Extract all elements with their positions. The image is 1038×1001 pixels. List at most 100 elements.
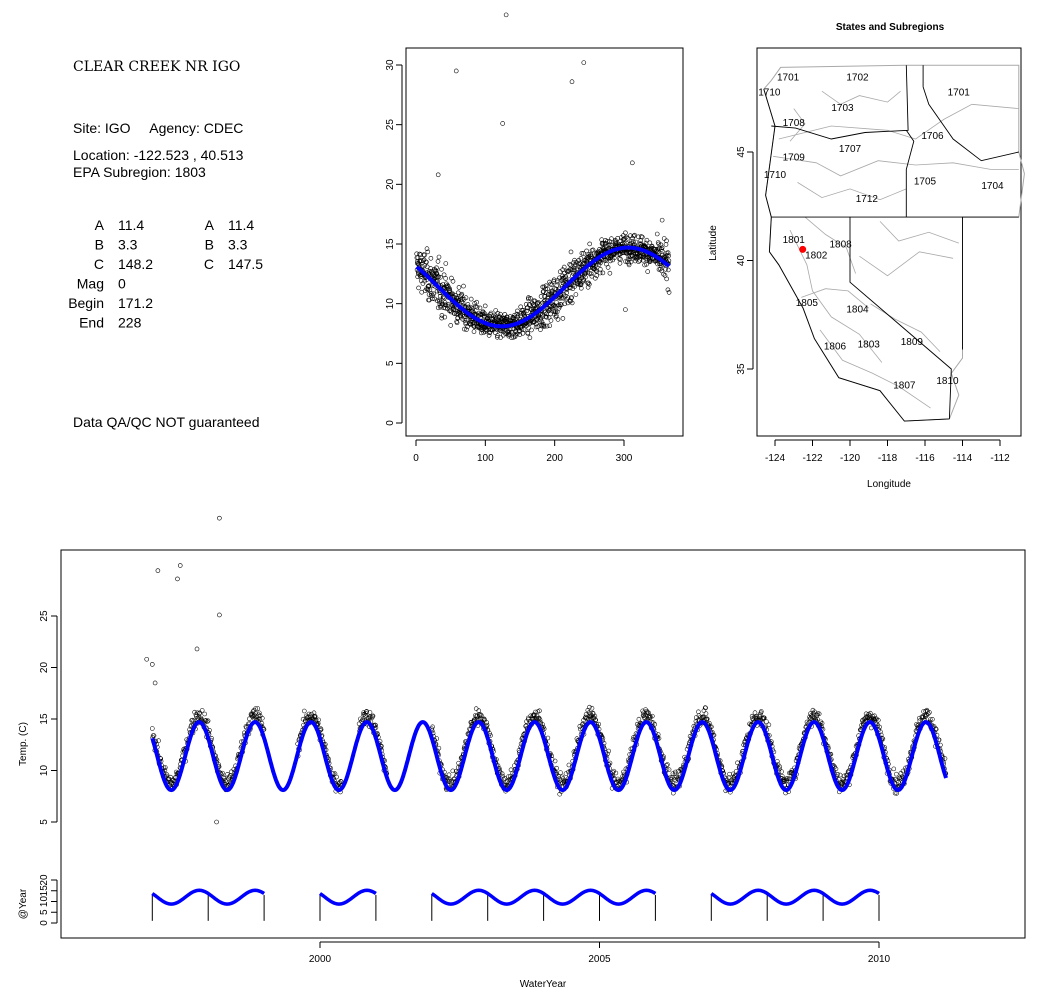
region-label: 1702 [846, 72, 869, 83]
seasonal-point [661, 271, 666, 277]
seasonal-point [434, 265, 439, 271]
subregion-boundary [773, 155, 1019, 177]
seasonal-y-tick-label: 15 [385, 238, 396, 250]
seasonal-outlier [581, 60, 587, 65]
seasonal-plot-frame [405, 47, 684, 437]
seasonal-point [590, 247, 596, 253]
ts-point [665, 762, 670, 767]
param-value: 171.2 [118, 295, 153, 311]
year-y-tick-label: 20 [39, 874, 50, 886]
ts-point [198, 715, 204, 721]
seasonal-point [419, 263, 425, 269]
seasonal-point [659, 268, 665, 274]
ts-point [370, 713, 376, 719]
station-name: CLEAR CREEK NR IGO [73, 59, 240, 75]
seasonal-point [525, 331, 531, 336]
ts-point [434, 736, 440, 741]
seasonal-point [471, 329, 477, 334]
ts-point [647, 713, 652, 719]
seasonal-point [623, 234, 629, 240]
seasonal-point [498, 335, 503, 340]
seasonal-point [547, 323, 553, 329]
ts-point [477, 713, 482, 718]
seasonal-point [594, 273, 600, 278]
seasonal-point [453, 293, 459, 298]
timeseries-xlabel: WaterYear [520, 979, 567, 990]
seasonal-point [655, 249, 661, 254]
ts-point [613, 770, 619, 776]
seasonal-point [611, 252, 617, 258]
region-label: 1710 [764, 170, 787, 181]
ts-point [316, 717, 321, 723]
seasonal-point [665, 267, 671, 273]
region-label: 1710 [758, 88, 781, 99]
seasonal-point [521, 311, 527, 317]
region-label: 1704 [981, 181, 1004, 192]
state-boundary [905, 130, 915, 218]
ts-outlier [144, 656, 150, 662]
seasonal-point [477, 305, 483, 311]
ts-outlier [217, 612, 222, 618]
seasonal-point [448, 323, 454, 328]
seasonal-point [656, 241, 662, 247]
seasonal-point [555, 317, 561, 322]
seasonal-y-tick-label: 20 [385, 178, 396, 190]
subregion-boundary [789, 229, 883, 363]
map-x-tick-label: -122 [802, 453, 822, 464]
ts-point [202, 718, 208, 724]
seasonal-point [621, 250, 627, 255]
seasonal-point [642, 262, 647, 268]
seasonal-point [430, 296, 435, 302]
region-label: 1705 [914, 177, 937, 188]
subregion-boundary [859, 251, 954, 277]
seasonal-point [427, 268, 432, 274]
ts-point [478, 712, 483, 717]
subregion-boundary [801, 288, 870, 309]
seasonal-point [558, 302, 564, 308]
seasonal-x-tick-label: 200 [546, 453, 563, 464]
seasonal-point [461, 283, 466, 289]
subregion-boundary [819, 329, 931, 409]
ts-x-tick-label: 2005 [588, 954, 611, 965]
seasonal-point [504, 314, 510, 320]
seasonal-point [533, 324, 539, 330]
seasonal-point [541, 324, 547, 329]
seasonal-point [545, 286, 550, 292]
seasonal-point [567, 285, 572, 290]
map-axes: -124 -122 -120 -118 -116 -114 -112 35 40 45 [736, 146, 1010, 464]
ts-outlier [155, 568, 161, 573]
seasonal-point [579, 251, 585, 256]
seasonal-point [588, 271, 594, 277]
seasonal-point [563, 274, 568, 279]
ts-outlier [177, 563, 183, 568]
seasonal-outlier [500, 121, 505, 126]
seasonal-y-tick-label: 30 [385, 59, 396, 71]
seasonal-point [439, 266, 444, 272]
region-label: 1703 [831, 103, 854, 114]
ts-point [373, 722, 378, 728]
seasonal-point [536, 301, 542, 307]
ts-point [499, 771, 505, 776]
ts-point [364, 709, 369, 714]
region-label: 1801 [783, 235, 806, 246]
seasonal-point [663, 266, 668, 272]
seasonal-point [445, 283, 450, 288]
subregion-boundary [789, 108, 806, 142]
ts-point [563, 771, 569, 776]
map-x-tick-label: -112 [990, 453, 1010, 464]
ts-point [585, 708, 591, 713]
map-shapes [763, 64, 1025, 422]
seasonal-point [554, 300, 559, 305]
seasonal-outlier [659, 217, 665, 223]
seasonal-point [495, 310, 501, 316]
seasonal-point [569, 295, 574, 300]
seasonal-point [474, 299, 480, 305]
seasonal-point [494, 334, 500, 340]
ts-point [837, 772, 843, 778]
seasonal-point [465, 302, 471, 307]
ts-point [164, 772, 170, 777]
state-boundary [922, 86, 1019, 162]
seasonal-point [583, 270, 589, 276]
ts-x-tick-label: 2010 [868, 954, 891, 965]
seasonal-point [568, 262, 574, 268]
